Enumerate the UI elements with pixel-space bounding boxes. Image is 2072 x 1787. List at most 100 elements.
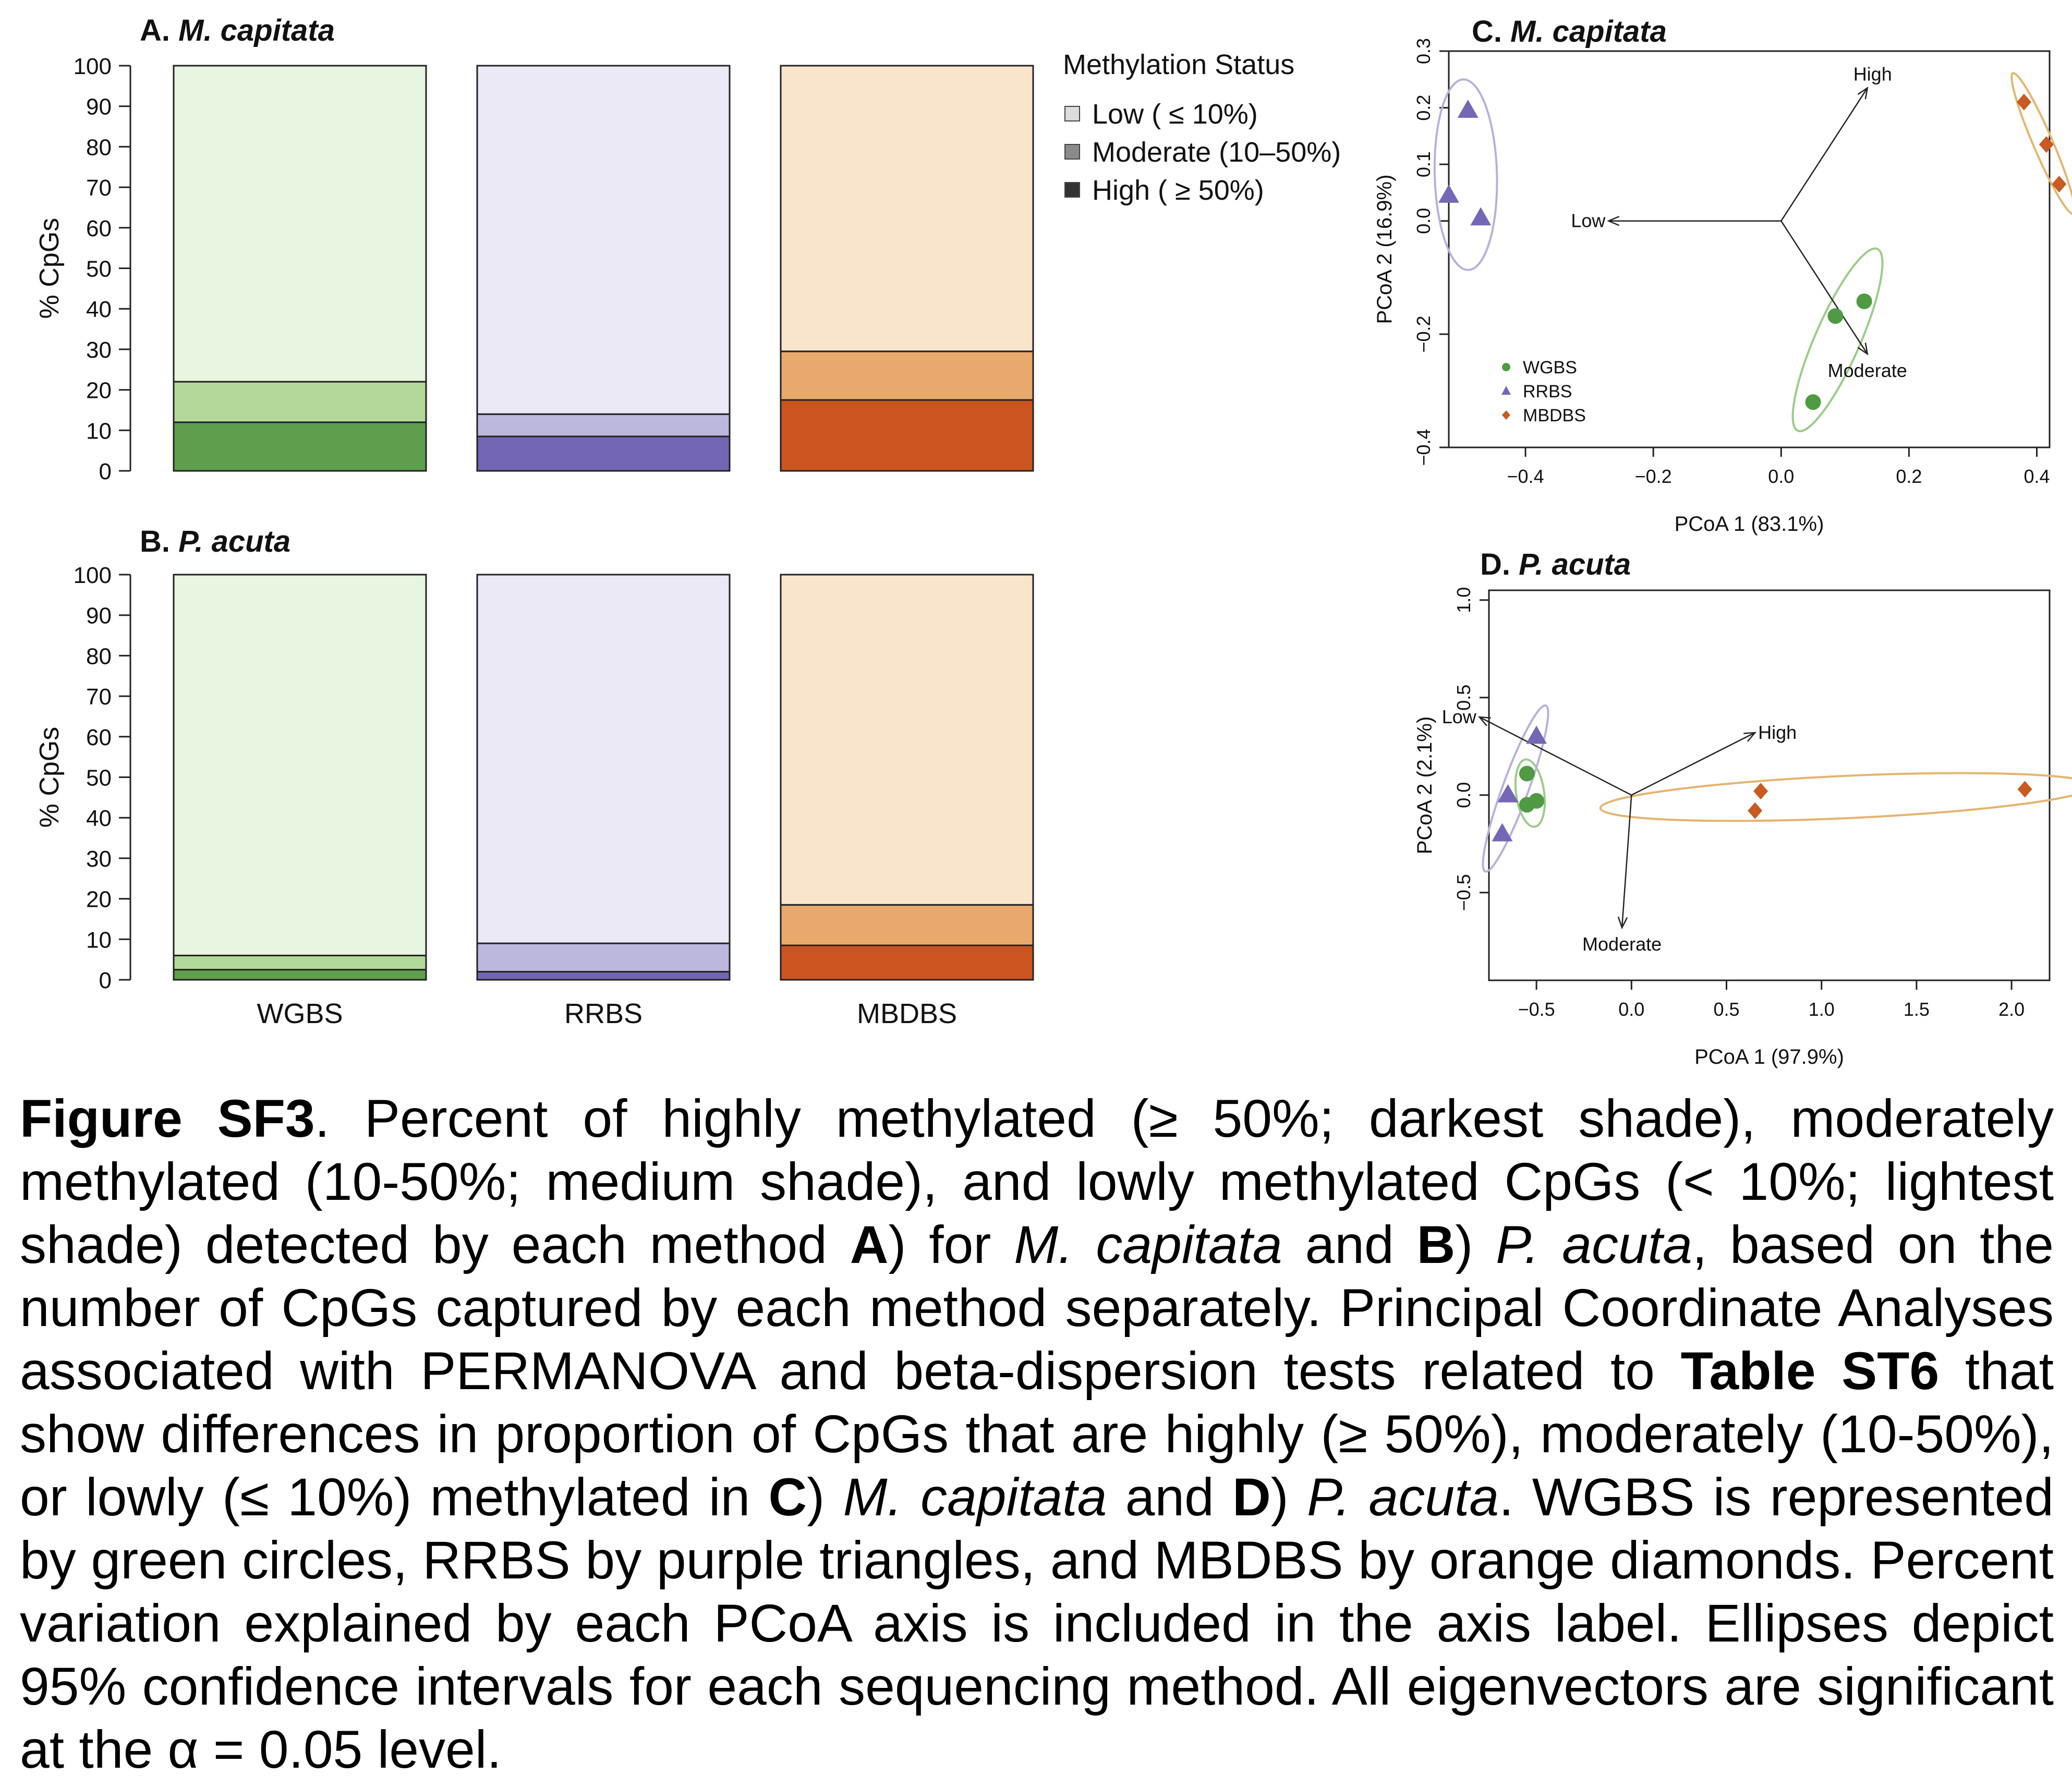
- confidence-ellipse-mbdbs: [2010, 72, 2072, 215]
- bar-segment-wgbs-high: [173, 969, 427, 981]
- point-wgbs: [1827, 308, 1844, 324]
- y-tick-label: 0.1: [1413, 151, 1434, 177]
- y-tick-label: 70: [86, 684, 112, 710]
- panel-species: M. capitata: [178, 14, 335, 47]
- point-mbdbs: [2039, 136, 2054, 153]
- loading-vector-moderate: [1621, 795, 1632, 928]
- legend-label: MBDBS: [1523, 406, 1586, 426]
- x-tick-label: MBDBS: [857, 998, 957, 1029]
- point-rrbs: [1438, 184, 1459, 203]
- y-tick-label: 70: [86, 175, 112, 201]
- x-tick-label: −0.5: [1518, 999, 1555, 1020]
- bar-segment-rrbs-moderate: [476, 942, 731, 972]
- vector-label: Moderate: [1582, 933, 1662, 955]
- caption-text: ) for: [888, 1215, 1014, 1274]
- point-mbdbs: [2017, 781, 2032, 798]
- caption-species: P. acuta: [1496, 1215, 1692, 1274]
- y-tick-label: 80: [86, 135, 112, 160]
- y-tick-label: 1.0: [1453, 587, 1474, 613]
- vector-arrowhead: [1743, 732, 1757, 742]
- panel-title: A. M. capitata: [140, 14, 335, 47]
- y-tick-label: 90: [86, 94, 112, 120]
- x-tick-label: 0.2: [1896, 466, 1922, 487]
- caption-text: . Percent of highly methylated (≥ 50%; d…: [20, 1089, 2054, 1274]
- y-tick-label: 60: [86, 216, 112, 241]
- panel-b-bar-chart: B. P. acuta 0 10 20 30 40 50 60 70 80 90 100 % CpGs W…: [34, 525, 1034, 1029]
- panel-c-pcoa-plot: C. M. capitata −0.4 −0.2 0.0 0.2 0.4 −0.4 −0.2 0…: [1373, 15, 2072, 536]
- figure-caption: Figure SF3. Percent of highly methylated…: [20, 1087, 2054, 1781]
- y-tick-label: 50: [86, 257, 112, 282]
- bar-segment-wgbs-high: [173, 421, 427, 472]
- point-mbdbs: [2016, 93, 2031, 111]
- caption-panel-ref: C: [768, 1467, 807, 1527]
- bar-segment-mbdbs-low: [780, 65, 1034, 352]
- panel-title: D. P. acuta: [1480, 548, 1631, 581]
- caption-text: ): [1270, 1467, 1307, 1527]
- y-tick-label: 40: [86, 806, 112, 831]
- x-tick-label: 1.0: [1809, 999, 1835, 1020]
- point-rrbs: [1492, 823, 1513, 842]
- y-tick-label: 0.0: [1453, 782, 1474, 808]
- bar-segment-rrbs-moderate: [476, 413, 731, 437]
- bar-segment-mbdbs-high: [780, 399, 1034, 472]
- x-axis-label: PCoA 1 (83.1%): [1675, 513, 1824, 536]
- caption-species: P. acuta: [1307, 1467, 1499, 1527]
- y-axis-label: PCoA 2 (2.1%): [1413, 716, 1436, 855]
- panel-species: P. acuta: [1519, 548, 1631, 581]
- panel-letter: A.: [140, 14, 178, 47]
- y-tick-label: 100: [74, 563, 112, 588]
- y-tick-label: 90: [86, 603, 112, 629]
- x-tick-label: 1.5: [1904, 999, 1930, 1020]
- caption-species: M. capitata: [843, 1467, 1107, 1527]
- legend-marker-rrbs: [1501, 386, 1511, 395]
- bar-segment-rrbs-high: [476, 970, 731, 981]
- y-tick-label: 0.5: [1453, 685, 1474, 711]
- methylation-legend: Methylation Status Low ( ≤ 10%) Moderate (…: [1063, 49, 1341, 206]
- y-tick-label: 0.0: [1413, 208, 1434, 234]
- loading-vector-moderate: [1780, 221, 1868, 355]
- panel-species: P. acuta: [178, 525, 290, 558]
- panel-letter: D.: [1480, 548, 1519, 581]
- caption-species: M. capitata: [1014, 1215, 1282, 1274]
- y-tick-label: 0: [99, 968, 112, 993]
- vector-arrowhead: [1857, 342, 1869, 356]
- x-tick-label: −0.4: [1507, 466, 1544, 487]
- legend-marker-mbdbs: [1502, 410, 1510, 420]
- caption-text: and: [1282, 1215, 1417, 1274]
- caption-text: ): [1455, 1215, 1496, 1274]
- y-tick-label: −0.5: [1453, 874, 1474, 911]
- x-tick-label: 0.0: [1768, 466, 1794, 487]
- panel-a-bar-chart: A. M. capitata 0 10 20 30 40 50 60 70 80 90 100 % Cp…: [34, 14, 1034, 484]
- y-tick-label: 100: [74, 54, 112, 79]
- vector-label: Low: [1571, 210, 1606, 232]
- y-tick-label: 0.2: [1413, 95, 1434, 121]
- x-tick-label: WGBS: [257, 998, 343, 1029]
- bar-segment-rrbs-high: [476, 435, 731, 472]
- caption-text: . WGBS is represented by green circles, …: [20, 1467, 2054, 1779]
- confidence-ellipse-rrbs: [1482, 704, 1549, 873]
- vector-label: Moderate: [1828, 360, 1907, 381]
- caption-figure-label: Figure SF3: [20, 1089, 315, 1148]
- y-axis-label: % CpGs: [34, 218, 65, 319]
- x-tick-label: −0.2: [1635, 466, 1672, 487]
- bar-segment-mbdbs-low: [780, 574, 1034, 906]
- y-axis-label: PCoA 2 (16.9%): [1373, 175, 1396, 324]
- y-tick-label: −0.2: [1413, 315, 1434, 352]
- legend-label: Low ( ≤ 10%): [1092, 99, 1258, 130]
- y-tick-label: 20: [86, 887, 112, 913]
- panel-title: C. M. capitata: [1472, 15, 1667, 48]
- point-rrbs: [1457, 100, 1479, 118]
- confidence-ellipse-mbdbs: [1599, 772, 2072, 822]
- x-tick-label: 2.0: [1998, 999, 2025, 1020]
- panel-species: M. capitata: [1510, 15, 1667, 48]
- bar-segment-rrbs-low: [476, 574, 731, 944]
- caption-panel-ref: D: [1232, 1467, 1271, 1527]
- legend-swatch: [1064, 144, 1080, 160]
- confidence-ellipse-wgbs: [1791, 247, 1884, 432]
- loading-vector-low: [1479, 716, 1632, 796]
- legend-label: Moderate (10–50%): [1092, 137, 1341, 168]
- panel-title: B. P. acuta: [140, 525, 290, 558]
- y-tick-label: 10: [86, 418, 112, 444]
- panel-letter: B.: [140, 525, 178, 558]
- caption-text: , based on the number of CpGs captured b…: [20, 1215, 2054, 1401]
